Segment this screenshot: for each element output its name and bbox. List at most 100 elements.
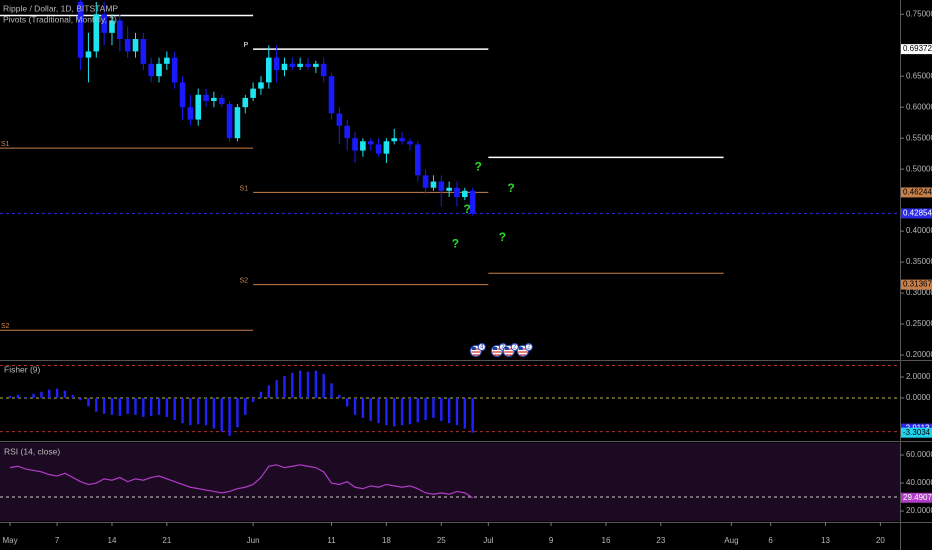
fisher-bar (416, 398, 419, 423)
fisher-bar (197, 398, 200, 425)
candle-body (265, 57, 272, 83)
fisher-bar (298, 370, 302, 399)
candle-body (422, 175, 429, 188)
fisher-bar (385, 398, 388, 426)
x-tick-label: 18 (382, 536, 391, 545)
candle-body (179, 82, 186, 108)
fisher-bar (48, 389, 51, 399)
candle-body (344, 125, 351, 139)
fisher-bar (259, 391, 263, 399)
candle-body (462, 190, 468, 198)
pivot-label: S2 (1, 323, 10, 330)
y-tick-label: 2.0000 (906, 372, 931, 381)
candle-body (132, 39, 139, 52)
price-tag-label: 0.31367 (903, 280, 932, 289)
fisher-bar (63, 390, 67, 399)
candle-body (164, 57, 170, 64)
candle-body (273, 57, 280, 71)
candle-body (391, 138, 398, 142)
candle-body (297, 63, 303, 67)
fisher-bar (71, 394, 74, 399)
event-flag-canton (518, 347, 523, 350)
x-tick-label: 13 (821, 536, 830, 545)
candle-body (281, 63, 288, 71)
fisher-bar (400, 398, 404, 426)
x-tick-label: 14 (108, 536, 117, 545)
price-tag (901, 208, 932, 219)
fisher-bar (118, 398, 122, 416)
candle-body (242, 97, 249, 108)
y-tick-label: 60.0000 (906, 450, 932, 459)
event-icon: 2 (516, 343, 533, 357)
candle-body (289, 63, 296, 67)
pivot-label: S1 (240, 185, 249, 192)
candle-body (360, 141, 366, 151)
fisher-bar (79, 398, 82, 401)
candle-body (328, 76, 335, 114)
fisher-bar (157, 398, 161, 415)
fisher-bar (251, 398, 255, 403)
x-tick-label: 9 (549, 536, 554, 545)
rsi-line (9, 464, 473, 499)
fisher-bar (173, 398, 176, 421)
fisher-bar (424, 398, 427, 421)
annotation: ? (474, 159, 481, 173)
x-tick-label: 6 (768, 536, 773, 545)
price-tag (901, 279, 932, 290)
annotation: ? (464, 202, 471, 216)
pivot-label: S1 (1, 141, 10, 148)
fisher-bar (393, 398, 396, 427)
fisher-bar (369, 398, 372, 422)
candle-body (438, 181, 445, 191)
candle-body (117, 20, 123, 40)
candle-body (352, 138, 358, 151)
candle-body (77, 1, 84, 58)
fisher-bar (87, 398, 90, 407)
x-tick-label: May (2, 536, 17, 545)
fisher-bar (55, 388, 59, 399)
candle-body (336, 113, 343, 126)
event-count: 2 (527, 345, 531, 351)
fisher-bar (110, 398, 114, 415)
x-tick-label: 16 (602, 536, 611, 545)
pane-title: Fisher (9) (4, 364, 41, 374)
annotation: ? (499, 230, 506, 244)
candle-body (430, 181, 437, 188)
fisher-bar (291, 372, 294, 399)
candle-body (446, 187, 452, 191)
fisher-bar (126, 398, 129, 414)
event-flag-canton (504, 347, 509, 350)
event-badge (524, 343, 533, 351)
fisher-bar (471, 398, 474, 433)
candle-body (187, 107, 194, 120)
fisher-bar (361, 398, 365, 418)
event-count: 2 (513, 345, 517, 351)
candle-body (234, 107, 241, 139)
fisher-bar (32, 393, 35, 399)
fisher-bar (95, 398, 98, 412)
candle-body (109, 20, 115, 33)
fisher-bar (212, 398, 216, 429)
fisher-bar (24, 396, 27, 399)
fisher-bar (102, 398, 106, 414)
fisher-bar (338, 394, 341, 399)
candle-body (258, 82, 264, 89)
fisher-bar (275, 380, 278, 399)
candle-body (148, 63, 154, 77)
price-tag (901, 427, 932, 438)
x-tick-label: 11 (327, 536, 336, 545)
fisher-bar (283, 375, 286, 399)
fisher-bar (142, 398, 145, 417)
fisher-bar (244, 398, 247, 415)
candle-body (226, 104, 233, 139)
x-tick-label: Jun (247, 536, 260, 545)
